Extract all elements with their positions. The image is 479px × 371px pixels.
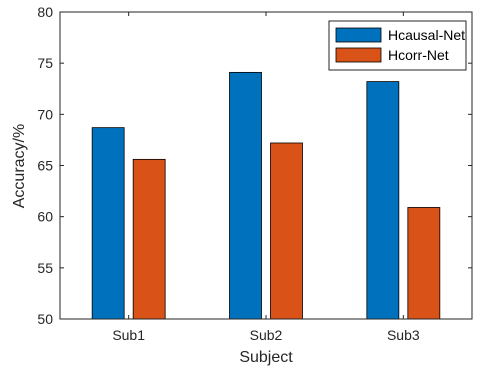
- y-tick-label: 75: [37, 55, 53, 71]
- x-tick-label: Sub2: [250, 327, 283, 343]
- y-axis: 50 55 60 65 70 75 80: [37, 4, 472, 327]
- bars-group: [91, 71, 441, 320]
- y-tick-label: 50: [37, 311, 53, 327]
- y-axis-label: Accuracy/%: [11, 124, 28, 208]
- legend: Hcausal-Net Hcorr-Net: [328, 20, 467, 71]
- x-axis-label: Subject: [239, 349, 293, 366]
- x-tick-label: Sub3: [387, 327, 420, 343]
- bar-hcorr-net-sub1: [132, 158, 166, 320]
- legend-swatch: [335, 47, 382, 63]
- y-tick-label: 65: [37, 158, 53, 174]
- y-tick-label: 80: [37, 4, 53, 20]
- bar-hcausal-net-sub2: [229, 71, 262, 320]
- y-tick-label: 70: [37, 106, 53, 122]
- x-axis: Sub1 Sub2 Sub3: [112, 12, 420, 343]
- bar-hcorr-net-sub2: [270, 142, 303, 320]
- y-tick-label: 55: [37, 260, 53, 276]
- x-tick-label: Sub1: [112, 327, 145, 343]
- legend-label: Hcausal-Net: [388, 27, 465, 43]
- legend-label: Hcorr-Net: [388, 47, 449, 63]
- legend-swatch: [335, 27, 382, 43]
- y-tick-label: 60: [37, 209, 53, 225]
- bar-hcausal-net-sub3: [366, 81, 400, 320]
- bar-hcausal-net-sub1: [91, 127, 125, 320]
- bar-hcorr-net-sub3: [407, 207, 441, 320]
